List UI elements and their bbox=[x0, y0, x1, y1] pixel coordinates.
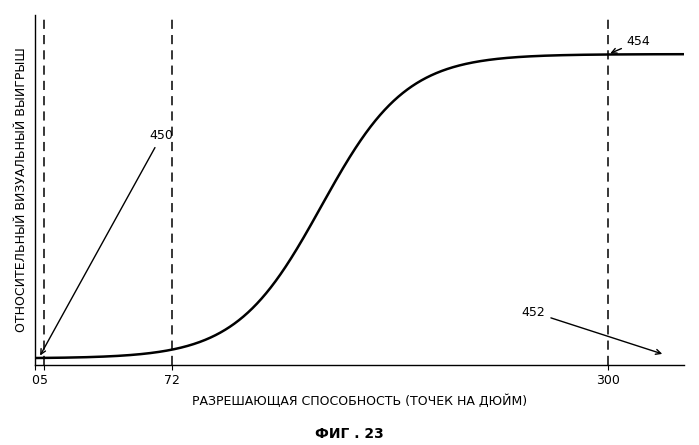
Text: 454: 454 bbox=[612, 35, 651, 53]
Text: ФИГ . 23: ФИГ . 23 bbox=[315, 427, 384, 441]
Text: 452: 452 bbox=[521, 306, 661, 354]
Y-axis label: ОТНОСИТЕЛЬНЫЙ ВИЗУАЛЬНЫЙ ВЫИГРЫШ: ОТНОСИТЕЛЬНЫЙ ВИЗУАЛЬНЫЙ ВЫИГРЫШ bbox=[15, 48, 28, 332]
Text: 450: 450 bbox=[41, 129, 173, 354]
X-axis label: РАЗРЕШАЮЩАЯ СПОСОБНОСТЬ (ТОЧЕК НА ДЮЙМ): РАЗРЕШАЮЩАЯ СПОСОБНОСТЬ (ТОЧЕК НА ДЮЙМ) bbox=[192, 394, 527, 408]
